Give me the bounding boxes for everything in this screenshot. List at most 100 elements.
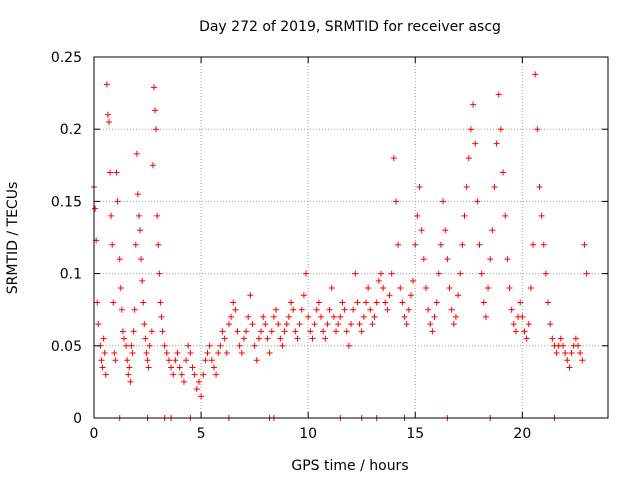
data-point bbox=[510, 321, 517, 328]
data-point bbox=[206, 342, 213, 349]
data-point bbox=[545, 299, 552, 306]
data-point bbox=[185, 342, 192, 349]
data-point bbox=[437, 241, 444, 248]
data-point bbox=[341, 306, 348, 313]
data-point bbox=[313, 306, 320, 313]
data-point bbox=[130, 328, 137, 335]
data-point bbox=[333, 328, 340, 335]
data-point bbox=[213, 371, 220, 378]
data-point bbox=[534, 126, 541, 133]
data-point bbox=[128, 342, 135, 349]
y-tick-label: 0 bbox=[73, 411, 82, 427]
data-point bbox=[195, 378, 202, 385]
data-point bbox=[156, 270, 163, 277]
data-point bbox=[399, 299, 406, 306]
y-tick-label: 0.2 bbox=[60, 122, 82, 138]
data-point bbox=[472, 140, 479, 147]
data-point bbox=[119, 328, 126, 335]
data-point bbox=[262, 321, 269, 328]
data-point bbox=[497, 126, 504, 133]
data-point bbox=[382, 299, 389, 306]
data-point bbox=[110, 299, 117, 306]
data-point bbox=[266, 350, 273, 357]
data-point bbox=[392, 198, 399, 205]
data-point bbox=[380, 285, 387, 292]
data-point bbox=[193, 386, 200, 393]
data-point bbox=[407, 292, 414, 299]
data-point bbox=[133, 150, 140, 157]
data-point bbox=[116, 256, 123, 263]
data-point bbox=[138, 256, 145, 263]
data-point bbox=[395, 241, 402, 248]
data-point bbox=[270, 313, 277, 320]
data-point bbox=[373, 299, 380, 306]
data-point bbox=[540, 241, 547, 248]
data-point bbox=[131, 306, 138, 313]
data-point bbox=[288, 299, 295, 306]
data-point bbox=[478, 270, 485, 277]
data-point bbox=[474, 198, 481, 205]
data-point bbox=[120, 335, 127, 342]
data-point bbox=[416, 183, 423, 190]
data-point bbox=[504, 256, 511, 263]
data-point bbox=[517, 299, 524, 306]
data-point bbox=[360, 313, 367, 320]
data-point bbox=[260, 313, 267, 320]
data-point bbox=[422, 285, 429, 292]
data-point bbox=[489, 227, 496, 234]
data-point bbox=[324, 321, 331, 328]
data-point bbox=[307, 328, 314, 335]
data-point bbox=[100, 335, 107, 342]
data-point bbox=[502, 212, 509, 219]
data-point bbox=[519, 313, 526, 320]
data-point bbox=[549, 335, 556, 342]
data-point bbox=[577, 350, 584, 357]
data-point bbox=[204, 350, 211, 357]
data-point bbox=[238, 350, 245, 357]
chart-title: Day 272 of 2019, SRMTID for receiver asc… bbox=[199, 19, 501, 35]
data-point bbox=[377, 270, 384, 277]
data-point bbox=[144, 357, 151, 364]
data-point bbox=[444, 256, 451, 263]
data-point bbox=[465, 155, 472, 162]
data-point bbox=[412, 241, 419, 248]
data-point bbox=[234, 328, 241, 335]
data-point bbox=[149, 162, 156, 169]
data-point bbox=[296, 321, 303, 328]
data-point bbox=[223, 350, 230, 357]
data-point bbox=[134, 191, 141, 198]
data-point bbox=[318, 313, 325, 320]
data-point bbox=[125, 371, 132, 378]
y-axis-label: SRMTID / TECUs bbox=[5, 182, 21, 295]
data-point bbox=[487, 256, 494, 263]
data-point bbox=[335, 321, 342, 328]
y-tick-label: 0.05 bbox=[51, 339, 82, 355]
data-point bbox=[358, 328, 365, 335]
data-point bbox=[300, 292, 307, 299]
data-point bbox=[290, 306, 297, 313]
data-point bbox=[365, 285, 372, 292]
data-point bbox=[268, 328, 275, 335]
data-point bbox=[572, 335, 579, 342]
data-point bbox=[345, 342, 352, 349]
data-point bbox=[178, 371, 185, 378]
data-point bbox=[180, 378, 187, 385]
data-point bbox=[388, 270, 395, 277]
y-tick-label: 0.1 bbox=[60, 267, 82, 283]
data-point bbox=[410, 277, 417, 284]
data-point bbox=[243, 328, 250, 335]
data-point bbox=[236, 342, 243, 349]
data-point bbox=[538, 212, 545, 219]
data-point bbox=[285, 313, 292, 320]
data-point bbox=[140, 299, 147, 306]
data-point bbox=[401, 313, 408, 320]
data-point bbox=[326, 306, 333, 313]
grid-lines bbox=[94, 57, 608, 418]
data-point bbox=[452, 313, 459, 320]
data-point bbox=[356, 321, 363, 328]
data-point bbox=[414, 212, 421, 219]
x-tick-label: 5 bbox=[197, 426, 206, 442]
data-point bbox=[208, 357, 215, 364]
data-point bbox=[493, 140, 500, 147]
data-point bbox=[198, 393, 205, 400]
